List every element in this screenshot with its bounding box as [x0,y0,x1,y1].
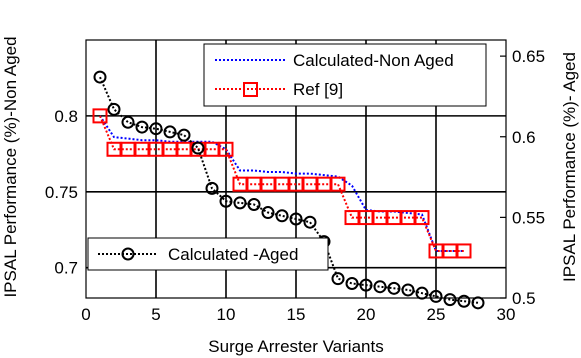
x-axis-label: Surge Arrester Variants [208,337,383,356]
y-tick-label-right: 0.55 [512,208,545,227]
data-point-aged [149,122,163,136]
y-tick-label-left: 0.7 [54,259,78,278]
x-tick-label: 25 [427,305,446,324]
legend-top-right: Calculated-Non Aged Ref [9] [203,43,487,107]
data-point-ref9 [456,243,472,259]
legend-marker-aged [121,247,135,261]
plot-frame [85,39,507,299]
legend-label-non-aged: Calculated-Non Aged [293,51,454,70]
data-point-aged [331,272,345,286]
data-point-aged [401,283,415,297]
legend-marker-ref9 [243,82,258,97]
data-point-aged [163,125,177,139]
data-point-aged [247,197,261,211]
series-line-aged [99,76,479,304]
data-point-aged [121,115,135,129]
data-point-aged [177,128,191,142]
data-point-aged [107,102,121,116]
data-point-aged [429,289,443,303]
data-point-ref9 [330,176,346,192]
data-point-aged [345,276,359,290]
data-point-aged [443,293,457,307]
y-tick-label-left: 0.8 [54,107,78,126]
data-point-aged [289,212,303,226]
data-point-aged [233,196,247,210]
ticks: 0 5 10 15 20 25 30 0.7 0.75 0.8 0.5 0.55 0.6 0.65 [45,47,545,324]
data-point-ref9 [218,141,234,157]
data-point-aged [93,70,107,84]
y-tick-label-right: 0.65 [512,47,545,66]
x-tick-label: 15 [287,305,306,324]
data-point-ref9 [414,210,430,226]
data-point-aged [373,280,387,294]
data-point-aged [415,286,429,300]
x-tick-label: 0 [81,305,90,324]
data-point-aged [191,141,205,155]
data-point-aged [219,194,233,208]
series-layer [92,70,485,310]
y-axis-label-right: IPSAL Performance (%)- Aged [560,52,579,282]
y-tick-label-right: 0.5 [512,289,536,308]
legend-label-aged: Calculated -Aged [168,245,298,264]
data-point-aged [275,209,289,223]
x-tick-label: 10 [217,305,236,324]
x-tick-label: 5 [151,305,160,324]
x-tick-label: 20 [357,305,376,324]
data-point-aged [303,215,317,229]
y-axis-label-left: IPSAL Performance (%)-Non Aged [1,36,20,297]
data-point-ref9 [92,108,108,124]
data-point-aged [359,278,373,292]
data-point-aged [135,120,149,134]
y-tick-label-left: 0.75 [45,183,78,202]
series-line-non-aged [99,115,464,252]
data-point-aged [457,294,471,308]
x-tick-label: 30 [497,305,516,324]
data-point-aged [205,181,219,195]
legend-label-ref9: Ref [9] [293,80,343,99]
y-tick-label-right: 0.6 [512,128,536,147]
data-point-aged [387,281,401,295]
data-point-aged [261,206,275,220]
legend-bottom-left: Calculated -Aged [87,237,329,271]
data-point-aged [471,296,485,310]
